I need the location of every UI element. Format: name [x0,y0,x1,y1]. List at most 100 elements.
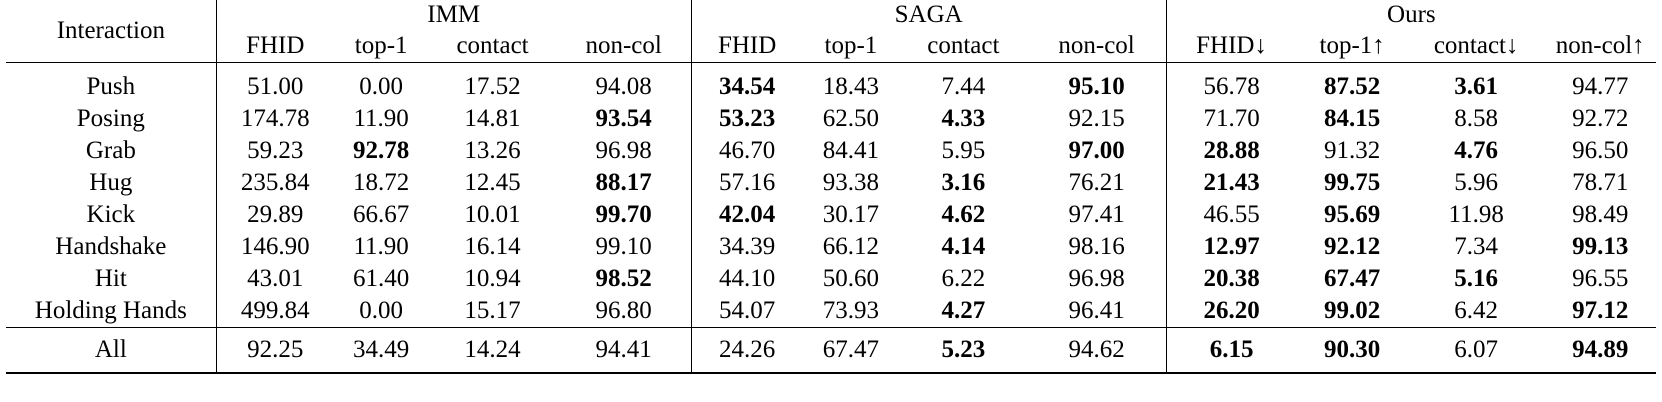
row-interaction-name: Posing [76,105,145,132]
header-saga-noncol: non-col [1058,32,1135,59]
cell-saga-top1: 73.93 [822,297,880,324]
cell-ours-contact: 5.16 [1454,265,1499,292]
cell-saga-top1: 50.60 [822,265,880,292]
table-summary: All 92.25 34.49 14.24 94.41 24.26 67.47 5.23 94.… [6,327,1656,373]
cell-imm-top1: 34.49 [333,327,429,373]
cell-imm-top1: 11.90 [353,233,409,260]
cell-saga-fhid: 44.10 [690,263,803,295]
table-row: Push 51.00 0.00 17.52 94.08 34.54 18.43 7.44 95.… [6,62,1656,103]
cell-imm-fhid: 29.89 [215,199,334,231]
cell-saga-contact: 6.22 [941,265,986,292]
cell-ours-contact: 7.34 [1454,233,1499,260]
cell-imm-noncol: 88.17 [595,169,652,196]
cell-ours-top1: 67.47 [1324,265,1381,292]
cell-saga-fhid: 53.23 [690,103,803,135]
cell-saga-fhid: 57.16 [690,167,803,199]
header-ours-noncol: non-col↑ [1555,32,1645,59]
cell-imm-fhid: 174.78 [215,103,334,135]
cell-saga-noncol: 94.62 [1027,327,1167,373]
cell-imm-contact: 14.81 [464,105,521,132]
row-interaction-name: Grab [85,137,136,164]
cell-imm-noncol: 99.70 [595,201,652,228]
cell-imm-fhid: 43.01 [215,263,334,295]
cell-imm-noncol: 99.10 [595,233,652,260]
cell-imm-top1: 66.67 [353,201,410,228]
header-saga-top1: top-1 [824,32,878,59]
cell-saga-contact: 4.14 [941,233,986,260]
cell-imm-fhid: 92.25 [215,327,334,373]
row-interaction-name: Holding Hands [34,297,187,324]
header-imm-top1: top-1 [354,32,408,59]
cell-saga-fhid: 42.04 [690,199,803,231]
cell-saga-top1: 84.41 [822,137,880,164]
cell-ours-top1: 99.75 [1324,169,1381,196]
cell-imm-contact: 15.17 [464,297,521,324]
cell-imm-noncol: 98.52 [595,265,652,292]
cell-ours-noncol: 99.13 [1572,233,1629,260]
cell-imm-fhid: 235.84 [215,167,334,199]
cell-ours-noncol: 97.12 [1572,297,1629,324]
row-interaction-name: Push [86,73,136,100]
cell-ours-top1: 87.52 [1324,73,1381,100]
cell-imm-fhid: 51.00 [215,62,334,103]
table-header: Interaction IMM SAGA Ours FHID top-1 con… [6,0,1656,63]
cell-ours-fhid: 71.70 [1165,103,1297,135]
cell-imm-fhid: 499.84 [215,295,334,328]
cell-saga-noncol: 92.15 [1068,105,1125,132]
cell-ours-fhid: 12.97 [1165,231,1297,263]
cell-saga-fhid: 24.26 [690,327,803,373]
cell-saga-contact: 5.95 [941,137,986,164]
cell-ours-noncol: 78.71 [1572,169,1629,196]
header-ours-top1: top-1↑ [1319,32,1385,59]
cell-ours-contact: 6.07 [1407,327,1545,373]
cell-ours-top1: 92.12 [1324,233,1381,260]
cell-imm-top1: 11.90 [353,105,409,132]
table-row: Posing 174.78 11.90 14.81 93.54 53.23 62.50 4.3… [6,103,1656,135]
table-row: All 92.25 34.49 14.24 94.41 24.26 67.47 5.23 94.… [6,327,1656,373]
cell-saga-top1: 18.43 [822,73,880,100]
cell-imm-top1: 61.40 [353,265,410,292]
row-interaction-name: All [6,327,217,373]
header-ours-contact: contact↓ [1433,32,1519,59]
table-body: Push 51.00 0.00 17.52 94.08 34.54 18.43 7.44 95.… [6,62,1656,328]
header-interaction: Interaction [56,17,165,44]
cell-saga-top1: 67.47 [802,327,900,373]
cell-imm-top1: 0.00 [359,73,404,100]
header-imm-fhid: FHID [215,30,334,63]
results-table: Interaction IMM SAGA Ours FHID top-1 con… [6,0,1656,374]
header-saga-contact: contact [927,32,1000,59]
cell-imm-fhid: 59.23 [215,135,334,167]
cell-ours-top1: 95.69 [1324,201,1381,228]
cell-ours-noncol: 96.55 [1572,265,1629,292]
header-group-saga: SAGA [690,0,1167,30]
cell-ours-contact: 4.76 [1454,137,1499,164]
cell-imm-contact: 17.52 [464,73,521,100]
header-imm-contact: contact [456,32,529,59]
table-row: Grab 59.23 92.78 13.26 96.98 46.70 84.41 5.95 97… [6,135,1656,167]
cell-ours-noncol: 92.72 [1572,105,1629,132]
cell-imm-noncol: 96.98 [595,137,652,164]
table-row: Kick 29.89 66.67 10.01 99.70 42.04 30.17 4.62 97… [6,199,1656,231]
header-ours-fhid: FHID↓ [1165,30,1297,63]
cell-imm-noncol: 94.41 [556,327,692,373]
cell-saga-contact: 5.23 [899,327,1028,373]
cell-saga-noncol: 96.98 [1068,265,1125,292]
cell-ours-contact: 8.58 [1454,105,1499,132]
cell-saga-noncol: 97.00 [1068,137,1125,164]
cell-saga-contact: 4.33 [941,105,986,132]
cell-imm-noncol: 96.80 [595,297,652,324]
header-metric-row: FHID top-1 contact non-col FHID top-1 co… [6,30,1656,63]
row-interaction-name: Kick [86,201,136,228]
table-row: Hug 235.84 18.72 12.45 88.17 57.16 93.38 3.16 76… [6,167,1656,199]
cell-saga-top1: 66.12 [822,233,880,260]
cell-ours-top1: 90.30 [1296,327,1408,373]
cell-saga-contact: 7.44 [941,73,986,100]
cell-ours-fhid: 26.20 [1165,295,1297,328]
row-interaction-name: Hug [89,169,133,196]
cell-ours-fhid: 56.78 [1165,62,1297,103]
header-imm-noncol: non-col [585,32,662,59]
header-group-imm: IMM [215,0,692,30]
cell-ours-contact: 5.96 [1454,169,1499,196]
cell-imm-noncol: 94.08 [595,73,652,100]
